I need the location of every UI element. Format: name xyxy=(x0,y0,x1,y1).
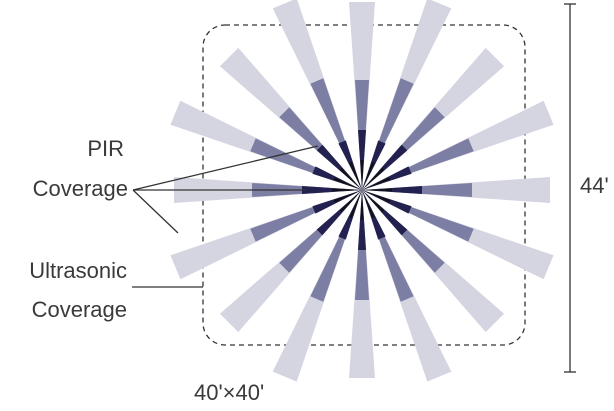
pir-beam-core xyxy=(333,190,362,203)
pir-beam-core xyxy=(362,177,391,190)
pir-beam-core xyxy=(339,190,362,213)
leader-lines xyxy=(132,145,319,288)
pir-beam-core xyxy=(349,161,362,190)
pir-beam-core xyxy=(362,167,385,190)
pir-beam-core xyxy=(362,190,391,203)
pir-beams-core xyxy=(332,160,392,220)
pir-beam-inner xyxy=(312,166,362,190)
pir-beam-inner xyxy=(338,190,362,240)
pir-label-line2: Coverage xyxy=(33,176,128,201)
pir-beam-core xyxy=(333,177,362,190)
pir-beam-core xyxy=(362,190,375,219)
pir-beam-core xyxy=(362,188,392,192)
pir-beam-inner xyxy=(362,190,412,214)
pir-beam-inner xyxy=(362,190,386,240)
pir-beam-core xyxy=(362,161,375,190)
pir-label-line1: PIR xyxy=(87,136,124,161)
pir-beam-core xyxy=(339,167,362,190)
pir-beam-core xyxy=(362,190,385,213)
pir-beam-core xyxy=(349,190,362,219)
area-label: 40'×40' xyxy=(194,380,264,405)
pir-beam-inner xyxy=(362,166,412,190)
height-dimension xyxy=(564,3,576,373)
pir-beam-core xyxy=(360,160,364,190)
pir-beam-core xyxy=(332,188,362,192)
pir-beam-inner xyxy=(362,140,386,190)
pir-leader-lower xyxy=(132,189,179,234)
pir-beam-inner xyxy=(312,190,362,214)
height-label: 44' xyxy=(580,173,609,198)
pir-beam-inner xyxy=(338,140,362,190)
ultrasonic-label-line2: Coverage xyxy=(32,297,127,322)
pir-leader-upper xyxy=(132,145,319,191)
ultrasonic-label-line1: Ultrasonic xyxy=(29,258,127,283)
pir-beam-core xyxy=(360,190,364,220)
